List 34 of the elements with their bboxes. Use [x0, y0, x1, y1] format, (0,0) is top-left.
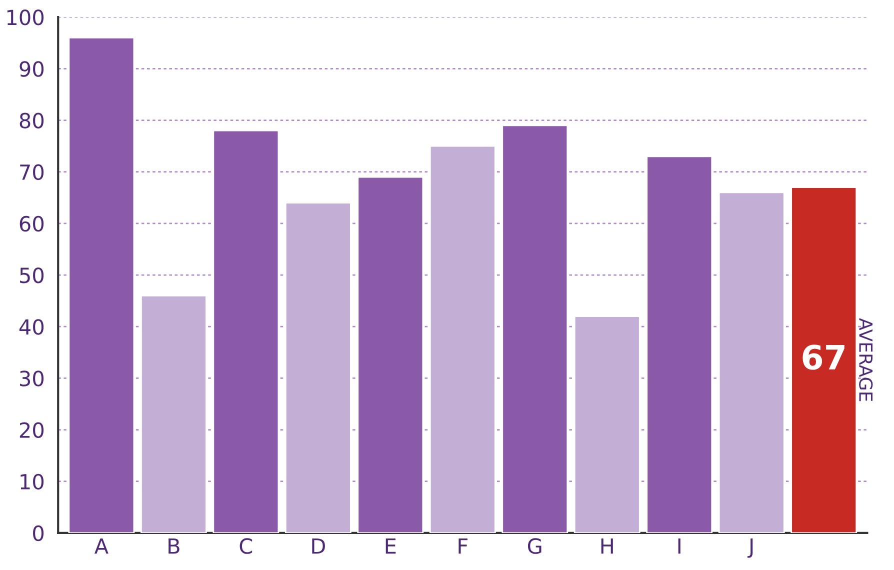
x-tick-label: E — [386, 538, 396, 554]
bar — [429, 145, 496, 533]
x-tick-label: C — [240, 538, 252, 554]
bar — [140, 294, 207, 533]
x-tick-label: F — [458, 538, 468, 554]
bar — [212, 130, 280, 533]
y-tick-label: 10 — [20, 474, 44, 490]
y-tick-label: 30 — [20, 370, 44, 386]
y-tick-label: 90 — [20, 61, 44, 77]
bar — [646, 156, 713, 533]
y-tick-label: 80 — [20, 112, 44, 128]
x-tick-label: A — [94, 538, 108, 554]
x-tick-label: B — [168, 538, 180, 554]
x-tick-label: D — [312, 538, 325, 554]
x-tick-label: J — [747, 538, 753, 558]
bar — [68, 37, 135, 533]
x-tick-label: I — [678, 538, 680, 554]
y-tick-label: 50 — [20, 267, 44, 284]
bar — [790, 186, 858, 533]
bar — [574, 316, 640, 533]
data-label: 67 — [802, 344, 844, 370]
bar — [284, 202, 352, 533]
bar — [357, 176, 424, 533]
annotation: AVERAGE — [859, 318, 873, 402]
bar — [718, 192, 785, 533]
y-tick-label: 100 — [7, 10, 44, 26]
bar — [502, 124, 568, 533]
y-tick-label: 20 — [20, 422, 44, 438]
y-tick-label: 40 — [19, 319, 44, 335]
x-tick-label: G — [528, 538, 542, 554]
y-tick-label: 60 — [20, 216, 44, 232]
y-tick-label: 70 — [20, 164, 44, 180]
y-tick-label: 0 — [33, 525, 44, 542]
x-tick-label: H — [601, 538, 613, 554]
